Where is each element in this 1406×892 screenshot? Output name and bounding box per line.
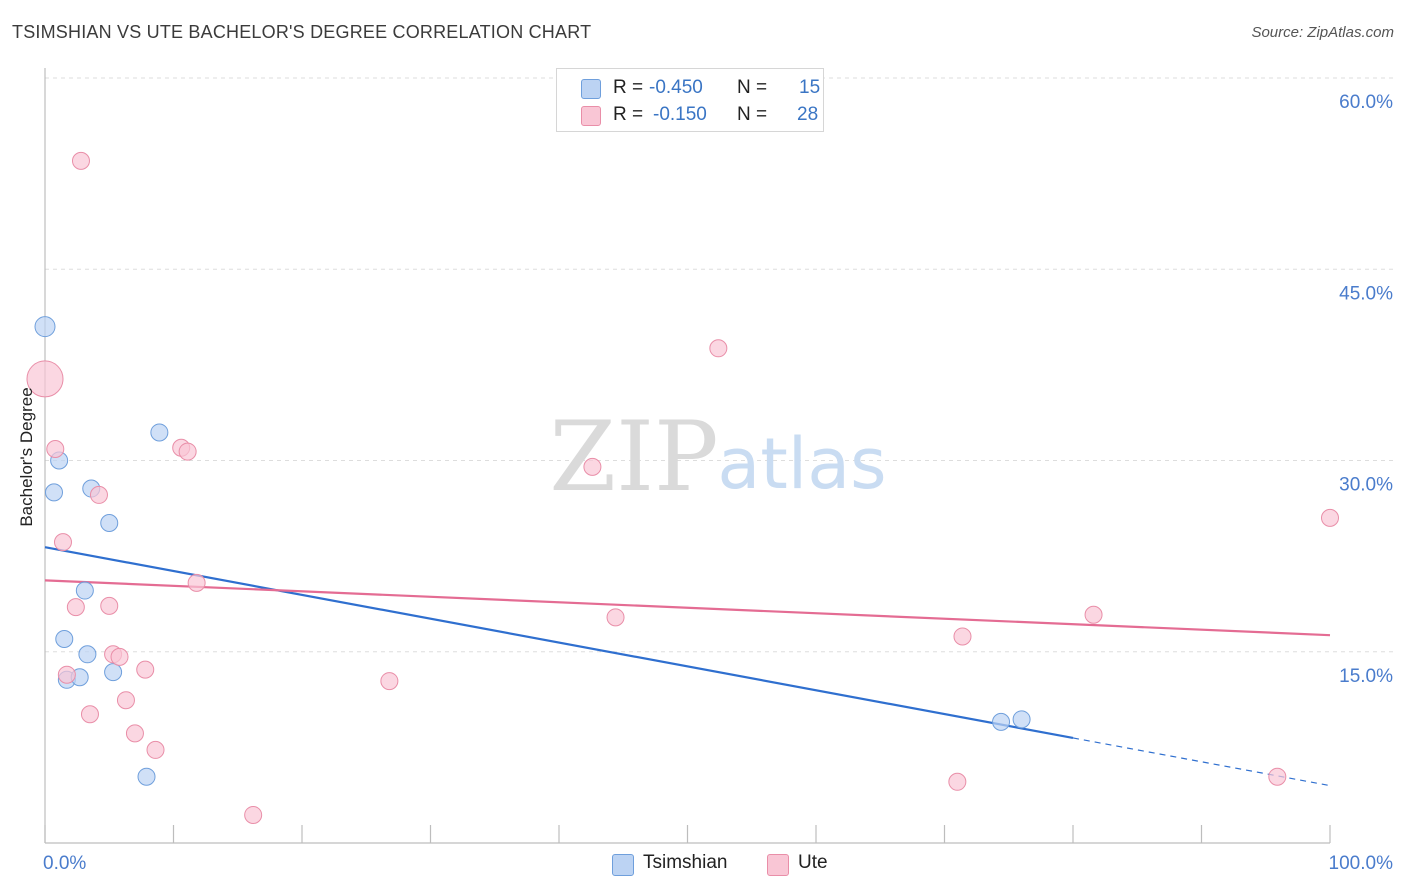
ute-point [116, 691, 135, 710]
ute-point [1321, 508, 1339, 527]
legend-swatch-ute [767, 854, 789, 876]
ute-point [66, 598, 85, 617]
ute-point [110, 647, 129, 666]
tick-labels: 15.0% 30.0% 45.0% 60.0% 0.0% 100.0% [43, 92, 1393, 874]
legend-swatch-tsimshian [581, 79, 601, 99]
y-tick-label: 15.0% [1339, 666, 1393, 687]
source-label: Source: ZipAtlas.com [1251, 24, 1394, 41]
trend-lines [44, 546, 1331, 787]
tsimshian-point [137, 767, 156, 786]
y-tick-label: 45.0% [1339, 283, 1393, 304]
legend-r-value: -0.450 [649, 77, 703, 98]
legend-n-value: 28 [797, 104, 819, 125]
ute-point [244, 805, 263, 824]
y-axis-label: Bachelor's Degree [17, 387, 36, 527]
ute-point [583, 457, 602, 476]
grid-lines [45, 77, 1394, 653]
ute-point [187, 573, 206, 592]
tsimshian-point [34, 316, 56, 338]
tsimshian-point [104, 663, 123, 682]
tsimshian-point [150, 423, 169, 442]
correlation-legend: R = -0.450 N = 15 R = -0.150 N = 28 [556, 68, 824, 132]
tsimshian-point [55, 630, 74, 648]
legend-n-value: 15 [799, 77, 821, 98]
data-points [26, 151, 1339, 824]
y-tick-label: 30.0% [1339, 475, 1393, 496]
ute-point [26, 360, 64, 398]
tsimshian-point [44, 483, 63, 502]
legend-label-tsimshian: Tsimshian [643, 852, 728, 873]
watermark-atlas: atlas [717, 423, 886, 505]
ute-point [46, 440, 65, 459]
ute-point [136, 660, 155, 679]
ute-trend-line [44, 579, 1331, 637]
tsimshian-point [992, 712, 1011, 731]
x-tick-label: 100.0% [1329, 853, 1394, 874]
legend-r-value: -0.150 [653, 104, 707, 125]
tsimshian-point [100, 513, 119, 532]
legend-label-ute: Ute [798, 852, 828, 873]
chart-title: TSIMSHIAN VS UTE BACHELOR'S DEGREE CORRE… [12, 22, 592, 42]
legend-n-label: N = [737, 104, 768, 125]
ute-point [178, 442, 197, 461]
axes [44, 68, 1331, 844]
tsimshian-point [75, 581, 94, 600]
ute-point [709, 339, 728, 358]
ute-point [1084, 605, 1103, 624]
ute-point [80, 705, 99, 724]
ute-point [1268, 767, 1287, 786]
legend-n-label: N = [737, 77, 768, 98]
ute-point [953, 627, 972, 646]
legend-swatch-ute [581, 106, 601, 126]
legend-r-label: R = [613, 104, 644, 125]
x-tick-label: 0.0% [43, 853, 86, 874]
ute-point [89, 485, 108, 504]
ute-point [53, 533, 72, 552]
y-tick-label: 60.0% [1339, 92, 1393, 113]
ute-point [125, 724, 144, 743]
tsimshian-point [78, 645, 97, 664]
watermark-zip: ZIP [549, 401, 718, 513]
legend-r-label: R = [613, 77, 644, 98]
ute-point [380, 672, 399, 691]
ute-point [71, 151, 90, 170]
tsimshian-trend-line-extension [1072, 737, 1331, 787]
ute-point [146, 740, 165, 759]
legend-swatch-tsimshian [612, 854, 634, 876]
ute-point [57, 665, 76, 684]
ute-point [948, 772, 967, 791]
tsimshian-point [1012, 710, 1031, 729]
ute-point [100, 596, 119, 615]
tsimshian-trend-line [44, 546, 1074, 740]
ute-point [606, 608, 625, 627]
